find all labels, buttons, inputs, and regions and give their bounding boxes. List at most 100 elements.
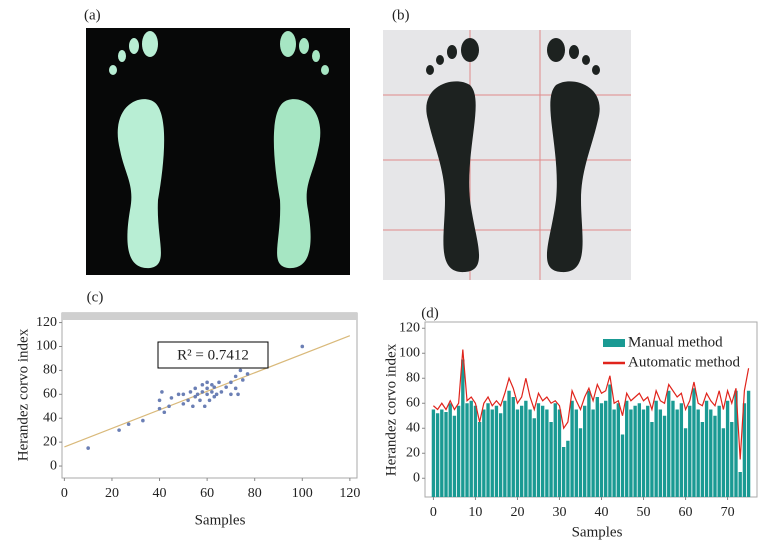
point — [157, 398, 162, 403]
y-axis-label: Herandez corvo index — [15, 328, 31, 461]
bar — [587, 390, 591, 497]
point — [245, 372, 250, 376]
bar — [604, 400, 608, 497]
point — [162, 410, 167, 415]
photo-b — [383, 30, 631, 280]
point — [229, 380, 233, 385]
y-tick-label: 80 — [406, 370, 420, 385]
bar — [591, 409, 595, 497]
point — [219, 390, 224, 394]
bar — [667, 390, 671, 497]
bar — [713, 415, 717, 497]
x-tick-label: 10 — [468, 505, 482, 520]
point — [210, 390, 214, 394]
panel-label: (b) — [392, 7, 410, 23]
bar — [570, 400, 574, 497]
point — [205, 386, 209, 391]
y-tick-label: 60 — [406, 395, 420, 410]
point — [160, 390, 164, 394]
panel-label: (d) — [421, 305, 439, 321]
point — [186, 398, 190, 403]
panel-label: (c) — [87, 289, 104, 305]
point — [181, 402, 186, 406]
plot-area — [61, 312, 358, 479]
bar — [574, 409, 578, 497]
bar — [494, 405, 499, 497]
bar — [519, 405, 524, 497]
bar — [608, 384, 612, 497]
legend-label: Automatic method — [628, 354, 741, 370]
bar — [549, 422, 553, 497]
bar — [545, 409, 549, 497]
bar — [696, 409, 700, 497]
bar — [599, 403, 604, 497]
point — [241, 378, 245, 382]
point — [193, 386, 198, 391]
bar — [683, 428, 688, 497]
bar — [473, 405, 478, 497]
point — [210, 382, 214, 387]
bar — [498, 413, 503, 497]
point — [157, 406, 162, 411]
bar — [641, 409, 646, 497]
point — [224, 385, 228, 389]
bar — [688, 405, 692, 497]
x-tick-label: 60 — [679, 505, 693, 520]
x-axis-label: Samples — [195, 512, 246, 528]
panel-label: (a) — [84, 7, 101, 23]
bar — [469, 400, 473, 497]
bar — [511, 397, 515, 497]
y-tick-label: 0 — [50, 458, 57, 473]
bar — [658, 409, 663, 497]
bar — [616, 403, 620, 497]
point — [202, 404, 207, 409]
point — [86, 446, 90, 450]
point — [176, 392, 181, 397]
bar — [507, 390, 511, 497]
bar — [477, 422, 482, 497]
point — [193, 394, 198, 399]
bar — [629, 409, 633, 497]
x-tick-label: 120 — [339, 486, 360, 501]
point — [205, 392, 209, 397]
y-tick-label: 60 — [43, 387, 57, 402]
bar — [461, 359, 465, 497]
bar — [742, 403, 747, 497]
x-tick-label: 40 — [153, 486, 167, 501]
bar — [650, 422, 654, 497]
bar — [620, 434, 625, 497]
point — [233, 386, 238, 391]
legend-label: Manual method — [628, 334, 723, 350]
x-tick-label: 0 — [61, 486, 68, 501]
point — [207, 398, 212, 403]
bar — [717, 405, 721, 497]
point — [217, 380, 221, 385]
point — [195, 392, 200, 397]
bar — [456, 405, 461, 497]
bar — [692, 388, 696, 497]
bar — [662, 415, 667, 497]
bar — [746, 390, 751, 497]
point — [141, 418, 145, 423]
bar — [452, 415, 457, 497]
bar — [566, 440, 570, 497]
y-tick-label: 120 — [399, 320, 420, 335]
bar — [557, 409, 562, 497]
y-tick-label: 80 — [43, 363, 57, 378]
point — [300, 344, 305, 349]
bar — [482, 409, 486, 497]
point — [238, 368, 243, 373]
point — [126, 422, 131, 426]
bar — [465, 403, 469, 497]
y-tick-label: 40 — [43, 410, 57, 425]
bar — [553, 403, 557, 497]
y-tick-label: 20 — [406, 445, 420, 460]
point — [212, 394, 217, 399]
bar — [515, 409, 520, 497]
x-tick-label: 80 — [248, 486, 262, 501]
point — [200, 390, 205, 394]
plot-header — [62, 313, 357, 320]
bar — [671, 400, 675, 497]
bar — [704, 400, 709, 497]
